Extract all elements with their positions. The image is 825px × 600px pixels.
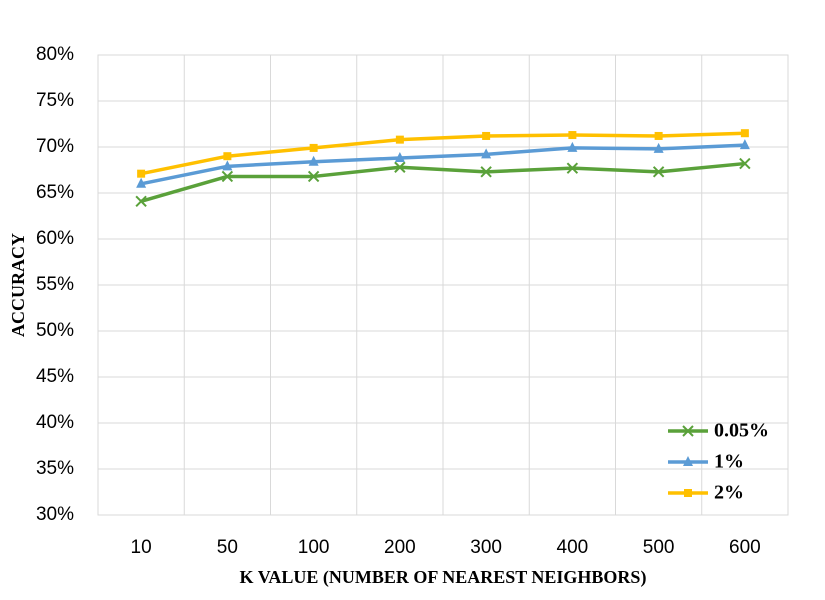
marker (395, 135, 404, 144)
y-tick-label: 80% (36, 44, 74, 65)
legend-label: 1% (714, 451, 744, 473)
y-tick-label: 55% (36, 274, 74, 295)
legend-label: 0.05% (714, 420, 769, 442)
x-tick-label: 500 (643, 537, 675, 558)
marker (482, 131, 491, 140)
marker (135, 195, 147, 207)
legend-marker (684, 489, 692, 497)
marker (653, 142, 664, 153)
x-axis-title: K VALUE (NUMBER OF NEAREST NEIGHBORS) (240, 567, 647, 588)
y-tick-label: 40% (36, 412, 74, 433)
marker (652, 166, 665, 178)
y-tick-label: 75% (36, 90, 74, 111)
y-tick-label: 45% (36, 366, 74, 387)
legend-marker (683, 456, 693, 466)
line (140, 161, 746, 203)
series (136, 139, 750, 188)
marker (740, 129, 749, 138)
y-axis-title: ACCURACY (8, 233, 28, 337)
line (140, 131, 745, 176)
x-tick-label: 200 (384, 537, 416, 558)
x-tick-label: 600 (729, 537, 761, 558)
marker (221, 170, 234, 183)
x-tick-label: 10 (131, 537, 152, 558)
legend-label: 2% (714, 482, 744, 504)
marker (481, 148, 492, 159)
marker (394, 152, 405, 163)
marker (309, 143, 318, 152)
marker (223, 152, 232, 161)
x-tick-label: 100 (298, 537, 330, 558)
series (135, 157, 751, 207)
y-tick-label: 60% (36, 228, 74, 249)
x-tick-label: 50 (217, 537, 238, 558)
y-tick-label: 35% (36, 458, 74, 479)
legend-marker (682, 425, 694, 437)
x-tick-label: 400 (557, 537, 589, 558)
marker (567, 141, 578, 152)
y-tick-label: 65% (36, 182, 74, 203)
line (140, 143, 745, 186)
marker (308, 155, 319, 166)
marker (137, 169, 146, 178)
series (137, 129, 749, 178)
marker (307, 170, 320, 183)
marker (480, 166, 492, 178)
y-tick-label: 30% (36, 504, 74, 525)
marker (739, 139, 750, 150)
x-tick-label: 300 (470, 537, 502, 558)
y-tick-label: 50% (36, 320, 74, 341)
marker (394, 161, 406, 173)
marker (222, 160, 233, 171)
marker (136, 177, 147, 188)
marker (739, 157, 751, 170)
marker (568, 131, 577, 140)
y-tick-label: 70% (36, 136, 74, 157)
marker (566, 162, 579, 174)
marker (654, 131, 663, 140)
